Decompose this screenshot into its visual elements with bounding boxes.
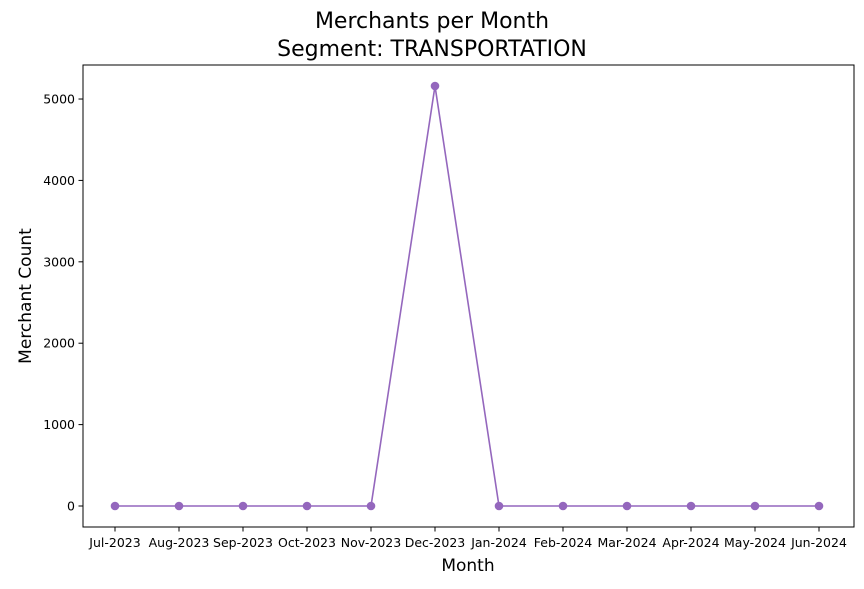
data-point [238, 501, 248, 511]
x-tick-label: Aug-2023 [149, 535, 210, 550]
y-tick-label: 1000 [43, 417, 75, 432]
x-tick-label: Jun-2024 [790, 535, 847, 550]
y-tick-label: 5000 [43, 92, 75, 107]
x-tick-label: Oct-2023 [278, 535, 336, 550]
y-tick-label: 2000 [43, 336, 75, 351]
x-tick-label: Jul-2023 [88, 535, 140, 550]
chart-subtitle: Segment: TRANSPORTATION [277, 37, 587, 62]
x-tick-label: Sep-2023 [213, 535, 273, 550]
x-axis-label: Month [441, 556, 494, 576]
data-point [174, 501, 184, 511]
series-line [115, 85, 819, 507]
data-point [302, 501, 312, 511]
x-tick-label: Jan-2024 [470, 535, 527, 550]
data-point [494, 501, 504, 511]
data-point [750, 501, 760, 511]
x-tick-label: Mar-2024 [597, 535, 656, 550]
x-tick-label: Apr-2024 [662, 535, 719, 550]
y-tick-label: 4000 [43, 173, 75, 188]
series-layer [110, 81, 824, 511]
y-tick-label: 3000 [43, 254, 75, 269]
x-tick-label: Dec-2023 [405, 535, 466, 550]
y-tick-label: 0 [67, 499, 75, 514]
data-point [430, 81, 440, 91]
y-axis: 0 1000 2000 3000 4000 5000 [43, 92, 83, 514]
data-point [622, 501, 632, 511]
data-point [366, 501, 376, 511]
x-tick-label: Nov-2023 [341, 535, 401, 550]
chart-title: Merchants per Month [315, 9, 549, 34]
data-point [814, 501, 824, 511]
x-axis: Jul-2023 Aug-2023 Sep-2023 Oct-2023 Nov-2023… [88, 527, 847, 550]
y-axis-label: Merchant Count [16, 228, 36, 364]
plot-area-frame [82, 64, 855, 528]
data-point [110, 501, 120, 511]
x-tick-label: May-2024 [724, 535, 786, 550]
data-point [686, 501, 696, 511]
data-point [558, 501, 568, 511]
x-tick-label: Feb-2024 [534, 535, 593, 550]
